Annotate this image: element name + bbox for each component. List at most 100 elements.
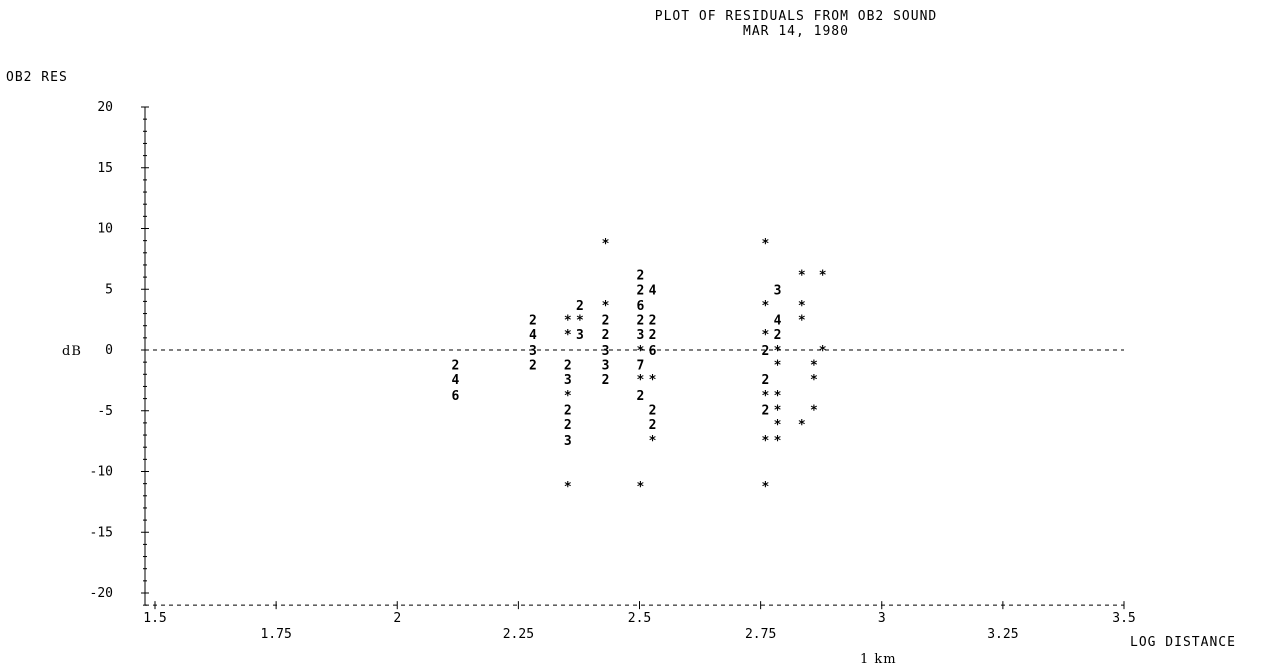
data-points: 2462432**23*223*2*3**2233222623*7*2*4226… [451, 237, 826, 495]
data-point: 3 [602, 359, 610, 374]
data-point: * [798, 299, 806, 314]
data-point: * [602, 299, 610, 314]
data-point: * [637, 344, 645, 359]
data-point: 2 [649, 418, 657, 433]
data-point: 2 [637, 283, 645, 298]
data-point: 3 [576, 328, 584, 343]
data-point: * [819, 344, 827, 359]
data-point: * [798, 314, 806, 329]
data-point: 4 [774, 314, 782, 329]
y-tick-label: 10 [97, 222, 113, 237]
data-point: * [762, 299, 770, 314]
x-tick-label: 2.25 [503, 627, 534, 642]
data-point: 2 [602, 314, 610, 329]
data-point: * [637, 480, 645, 495]
x-tick-label: 1.5 [143, 611, 166, 626]
data-point: 3 [564, 434, 572, 449]
data-point: * [774, 359, 782, 374]
y-tick-label: -10 [90, 465, 113, 480]
data-point: * [762, 237, 770, 252]
data-point: 2 [451, 359, 459, 374]
chart-title: PLOT OF RESIDUALS FROM OB2 SOUND [655, 9, 937, 24]
y-tick-labels: 20 15 10 5 0 -5 -10 -15 -20 [90, 100, 113, 601]
data-point: * [564, 314, 572, 329]
data-point: * [810, 359, 818, 374]
y-tick-label: -15 [90, 525, 113, 540]
data-point: * [798, 418, 806, 433]
data-point: 6 [637, 299, 645, 314]
data-point: 3 [637, 328, 645, 343]
data-point: 2 [762, 404, 770, 419]
data-point: * [602, 237, 610, 252]
y-tick-label: 5 [105, 282, 113, 297]
x-tick-label: 2 [393, 611, 401, 626]
x-tick-label: 2.75 [745, 627, 776, 642]
data-point: * [564, 328, 572, 343]
data-point: 2 [602, 328, 610, 343]
data-point: 2 [637, 314, 645, 329]
data-point: * [819, 269, 827, 284]
data-point: * [564, 480, 572, 495]
data-point: * [774, 404, 782, 419]
data-point: 4 [529, 328, 537, 343]
data-point: 6 [649, 344, 657, 359]
y-tick-label: -20 [90, 586, 113, 601]
x-tick-label: 2.5 [628, 611, 651, 626]
data-point: 2 [564, 404, 572, 419]
data-point: * [774, 344, 782, 359]
data-point: 2 [762, 373, 770, 388]
data-point: * [774, 418, 782, 433]
y-tick-label: 20 [97, 100, 113, 115]
data-point: 2 [602, 373, 610, 388]
data-point: * [810, 404, 818, 419]
y-tick-label: -5 [97, 404, 113, 419]
data-point: 3 [564, 373, 572, 388]
data-point: * [637, 373, 645, 388]
data-point: * [576, 314, 584, 329]
data-point: * [649, 434, 657, 449]
data-point: 3 [774, 283, 782, 298]
data-point: 2 [529, 359, 537, 374]
data-point: 4 [649, 283, 657, 298]
y-axis-label: OB2 RES [6, 70, 68, 85]
data-point: 2 [564, 418, 572, 433]
data-point: 2 [564, 359, 572, 374]
x-tick-label: 3.25 [987, 627, 1018, 642]
data-point: 2 [576, 299, 584, 314]
data-point: 2 [649, 404, 657, 419]
x-axis-label: LOG DISTANCE [1130, 635, 1236, 650]
data-point: * [798, 269, 806, 284]
chart-subtitle: MAR 14, 1980 [743, 24, 849, 39]
x-tick-label: 3 [878, 611, 886, 626]
x-tick-label: 3.5 [1112, 611, 1135, 626]
data-point: 2 [762, 344, 770, 359]
data-point: 3 [602, 344, 610, 359]
x-axis-annotation: 1 km [860, 652, 897, 667]
y-axis-unit-label: dB [62, 344, 82, 359]
x-tick-labels: 1.5 1.75 2 2.25 2.5 2.75 3 3.25 3.5 [143, 611, 1135, 642]
data-point: 2 [649, 314, 657, 329]
x-tick-label: 1.75 [260, 627, 291, 642]
data-point: * [564, 389, 572, 404]
data-point: 6 [451, 389, 459, 404]
y-tick-label: 15 [97, 161, 113, 176]
y-tick-label: 0 [105, 343, 113, 358]
data-point: * [774, 434, 782, 449]
data-point: 2 [637, 389, 645, 404]
data-point: 2 [529, 314, 537, 329]
data-point: * [762, 480, 770, 495]
data-point: * [762, 328, 770, 343]
data-point: * [774, 389, 782, 404]
data-point: 3 [529, 344, 537, 359]
data-point: * [762, 389, 770, 404]
data-point: 2 [774, 328, 782, 343]
data-point: * [810, 373, 818, 388]
data-point: 7 [637, 359, 645, 374]
data-point: 2 [649, 328, 657, 343]
data-point: 4 [451, 373, 459, 388]
data-point: * [649, 373, 657, 388]
data-point: * [762, 434, 770, 449]
data-point: 2 [637, 269, 645, 284]
axes [141, 106, 1125, 610]
